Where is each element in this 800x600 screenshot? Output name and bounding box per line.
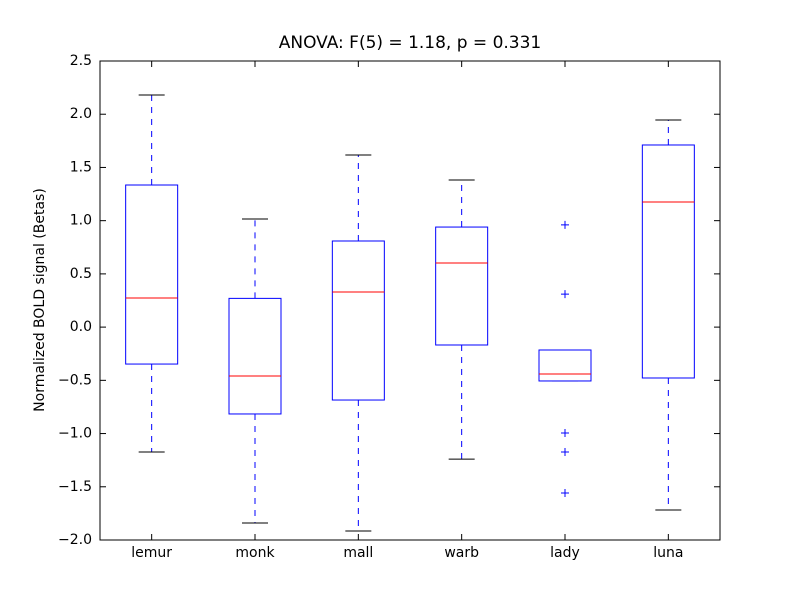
box <box>435 226 489 346</box>
y-tick-label: 1.0 <box>70 213 92 229</box>
box <box>538 349 592 382</box>
flier <box>561 489 569 498</box>
box <box>331 240 385 401</box>
y-axis-label: Normalized BOLD signal (Betas) <box>32 188 48 412</box>
box <box>228 297 282 415</box>
y-tick-label: 1.5 <box>70 159 92 175</box>
flier <box>561 220 569 229</box>
x-tick-label: lady <box>550 545 580 561</box>
y-tick-label: 0.0 <box>70 319 92 335</box>
box <box>641 144 695 379</box>
y-tick-label: 2.5 <box>70 53 92 69</box>
x-tick-label: warb <box>444 545 479 561</box>
x-tick-label: luna <box>653 545 683 561</box>
x-tick-label: lemur <box>131 545 172 561</box>
box <box>125 184 179 365</box>
x-tick-label: monk <box>235 545 275 561</box>
chart-title: ANOVA: F(5) = 1.18, p = 0.331 <box>279 33 542 53</box>
y-tick-label: −1.0 <box>58 426 92 442</box>
flier <box>561 447 569 456</box>
x-tick-label: mall <box>343 545 373 561</box>
y-tick-label: 0.5 <box>70 266 92 282</box>
y-tick-label: −1.5 <box>58 479 92 495</box>
flier <box>561 429 569 438</box>
y-tick-label: 2.0 <box>70 106 92 122</box>
flier <box>561 290 569 299</box>
y-tick-label: −0.5 <box>58 372 92 388</box>
plot-frame <box>99 60 721 541</box>
y-tick-label: −2.0 <box>58 532 92 548</box>
